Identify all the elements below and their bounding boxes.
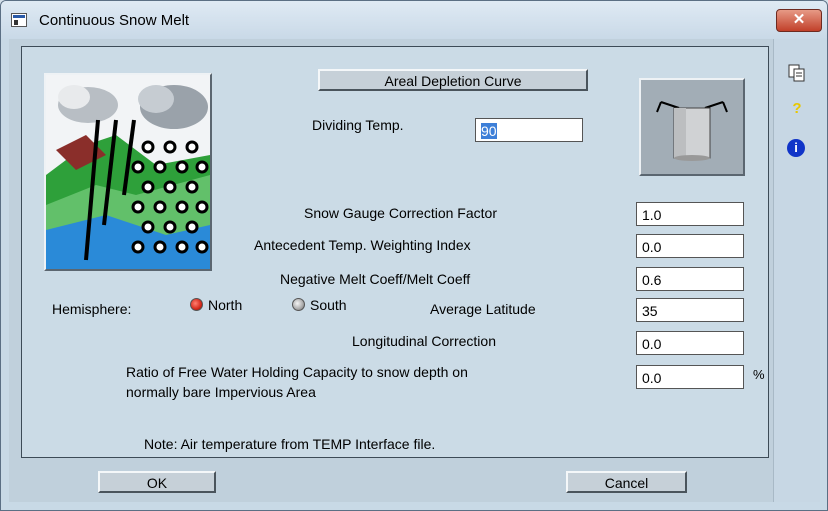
north-label[interactable]: North [208,297,243,313]
ok-button[interactable]: OK [98,471,216,493]
free-water-unit: % [753,367,765,382]
dividing-temp-label: Dividing Temp. [312,117,404,133]
dialog-client: Areal Depletion Curve Dividing Temp. 90 … [9,39,820,502]
snow-gauge-label: Snow Gauge Correction Factor [304,205,497,221]
info-icon[interactable]: i [787,139,807,159]
cancel-button[interactable]: Cancel [566,471,687,493]
snow-melt-illustration [44,73,212,271]
antecedent-label: Antecedent Temp. Weighting Index [254,237,471,253]
side-toolbar: ? i [773,39,820,502]
copy-icon[interactable] [787,63,807,83]
dividing-temp-input[interactable]: 90 [475,118,583,142]
free-water-label-line2: normally bare Impervious Area [126,384,316,400]
negative-melt-label: Negative Melt Coeff/Melt Coeff [280,271,471,287]
avg-latitude-input[interactable]: 35 [636,298,744,322]
antecedent-input[interactable]: 0.0 [636,234,744,258]
note-text: Note: Air temperature from TEMP Interfac… [144,436,436,452]
snow-melt-picture [46,75,210,269]
hemisphere-label: Hemisphere: [52,301,132,317]
close-button[interactable]: ✕ [776,9,822,32]
settings-panel: Areal Depletion Curve Dividing Temp. 90 … [21,46,769,458]
info-glyph: i [787,139,805,157]
copy-icon-glyph [788,64,805,82]
longitudinal-input[interactable]: 0.0 [636,331,744,355]
north-radio[interactable] [190,298,203,311]
snow-gauge-input[interactable]: 1.0 [636,202,744,226]
negative-melt-input[interactable]: 0.6 [636,267,744,291]
free-water-input[interactable]: 0.0 [636,365,744,389]
longitudinal-label: Longitudinal Correction [352,333,496,349]
south-radio[interactable] [292,298,305,311]
gauge-button[interactable] [639,78,745,176]
rain-gauge-icon [641,80,743,174]
help-icon[interactable]: ? [792,100,802,117]
avg-latitude-label: Average Latitude [430,301,536,317]
areal-depletion-curve-button[interactable]: Areal Depletion Curve [318,69,588,91]
window-title: Continuous Snow Melt [39,12,190,29]
free-water-label-line1: Ratio of Free Water Holding Capacity to … [126,364,468,380]
app-icon [11,13,27,27]
dividing-temp-value: 90 [481,123,497,139]
title-bar: Continuous Snow Melt ✕ [1,1,827,39]
south-label[interactable]: South [310,297,347,313]
